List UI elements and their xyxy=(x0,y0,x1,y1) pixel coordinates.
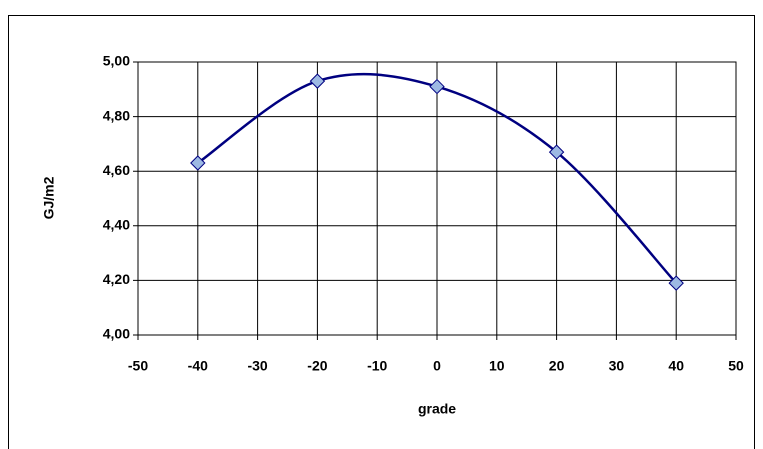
x-axis-label: grade xyxy=(418,401,456,417)
y-axis-label: GJ/m2 xyxy=(41,176,57,219)
data-point xyxy=(309,73,326,89)
x-tick-label: -30 xyxy=(247,358,267,374)
y-tick-label: 4,80 xyxy=(103,107,130,123)
y-tick-label: 5,00 xyxy=(103,53,130,69)
x-tick-label: 20 xyxy=(549,358,565,374)
data-point xyxy=(429,78,445,95)
x-tick-label: 30 xyxy=(609,358,625,374)
x-tick-label: 40 xyxy=(668,358,684,374)
data-point xyxy=(548,144,565,160)
x-tick-label: 50 xyxy=(728,358,744,374)
y-tick-label: 4,00 xyxy=(103,326,130,342)
x-tick-label: 0 xyxy=(433,358,441,374)
x-tick-label: -40 xyxy=(188,358,208,374)
data-point xyxy=(668,275,684,291)
x-tick-label: 10 xyxy=(489,358,505,374)
y-tick-label: 4,20 xyxy=(103,271,130,287)
x-tick-label: -50 xyxy=(128,358,148,374)
x-tick-label: -20 xyxy=(307,358,327,374)
x-tick-label: -10 xyxy=(367,358,387,374)
y-tick-label: 4,60 xyxy=(103,162,130,178)
y-tick-label: 4,40 xyxy=(103,217,130,233)
data-point xyxy=(190,155,206,171)
